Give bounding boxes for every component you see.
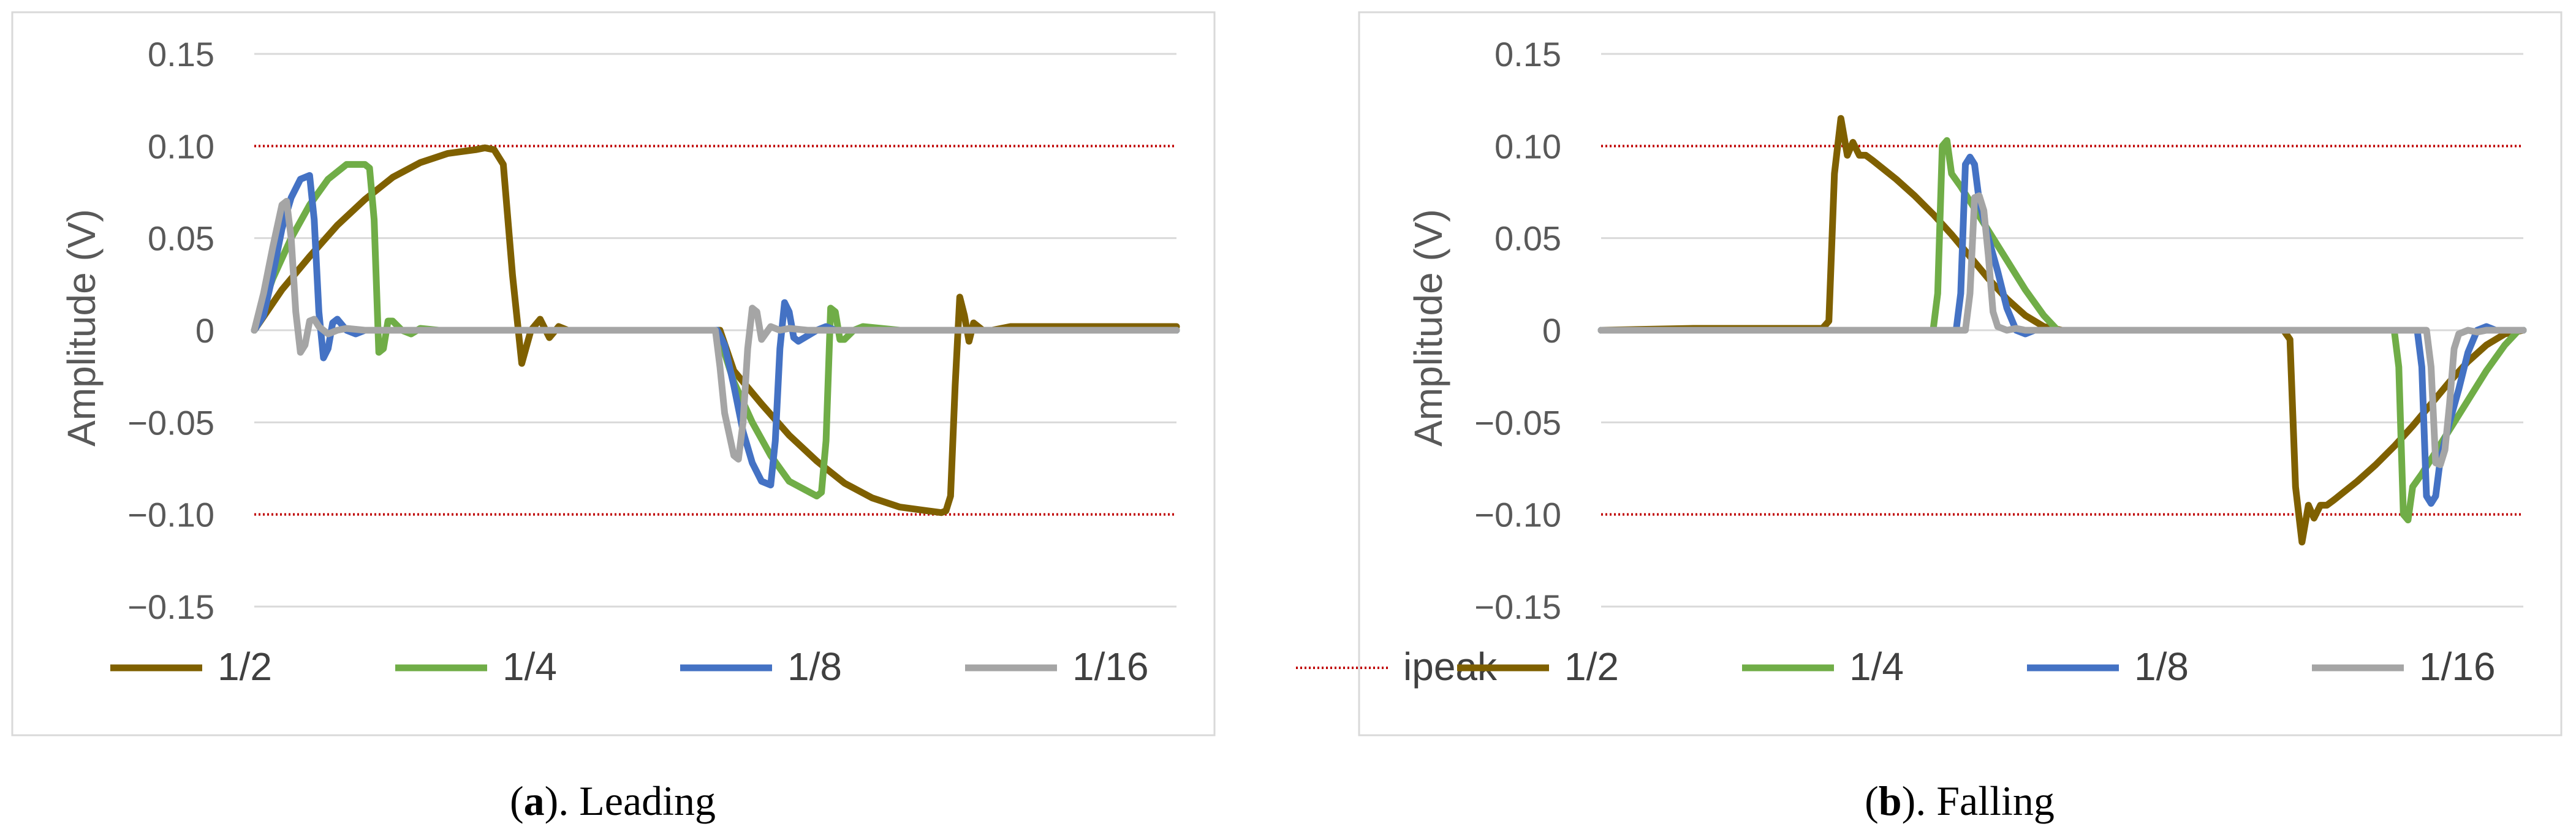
y-tick-labels: 0.15 0.10 0.05 0 −0.05 −0.10 −0.15 (127, 35, 214, 626)
ipeak-lines (1601, 145, 2523, 516)
caption-letter: a (524, 778, 545, 824)
legend-label: 1/2 (218, 645, 272, 689)
chart-border (11, 11, 1216, 736)
legend-label: 1/4 (1849, 645, 1904, 689)
chart-border (1358, 11, 2563, 736)
y-axis-label: Amplitude (V) (1406, 209, 1450, 447)
legend-label: 1/8 (787, 645, 842, 689)
series-lines (1597, 115, 2527, 546)
y-tick-label: 0.05 (148, 219, 214, 258)
y-tick-labels: 0.15 0.10 0.05 0 −0.05 −0.10 −0.15 (1474, 35, 1561, 626)
y-tick-label: 0.05 (1494, 219, 1561, 258)
legend-label: 1/8 (2134, 645, 2189, 689)
chart-panel-falling: 0.15 0.10 0.05 0 −0.05 −0.10 −0.15 Amplitude (… (1358, 11, 2563, 736)
y-tick-label: −0.05 (127, 403, 214, 442)
series-line-4 (1597, 192, 2527, 468)
series-line-4 (251, 198, 1180, 463)
y-tick-label: −0.10 (1474, 496, 1561, 534)
caption-b: (b). Falling (1865, 778, 2055, 824)
y-tick-label: −0.15 (1474, 588, 1561, 626)
series-lines (251, 144, 1180, 516)
caption-text: ). Falling (1902, 778, 2055, 824)
y-tick-label: −0.10 (127, 496, 214, 534)
chart-panel-leading: 0.15 0.10 0.05 0 −0.05 −0.10 −0.15 Amplitude (… (11, 11, 1498, 736)
y-tick-label: −0.05 (1474, 403, 1561, 442)
y-tick-label: 0.10 (1494, 127, 1561, 165)
caption-prefix: ( (510, 778, 524, 824)
y-tick-label: 0.15 (1494, 35, 1561, 74)
y-tick-label: −0.15 (127, 588, 214, 626)
legend-label: 1/16 (1072, 645, 1149, 689)
legend-label: 1/4 (502, 645, 557, 689)
legend-label: 1/16 (2419, 645, 2496, 689)
y-tick-label: 0 (195, 311, 214, 350)
series-line-1 (1597, 115, 2527, 546)
caption-letter: b (1879, 778, 1902, 824)
caption-prefix: ( (1865, 778, 1879, 824)
caption-a: (a). Leading (510, 778, 716, 824)
y-tick-label: 0.10 (148, 127, 214, 165)
legend-label: 1/2 (1564, 645, 1619, 689)
caption-text: ). Leading (545, 778, 716, 824)
y-tick-label: 0.15 (148, 35, 214, 74)
y-axis-label: Amplitude (V) (59, 209, 104, 447)
y-tick-label: 0 (1542, 311, 1561, 350)
ipeak-lines (254, 145, 1176, 516)
